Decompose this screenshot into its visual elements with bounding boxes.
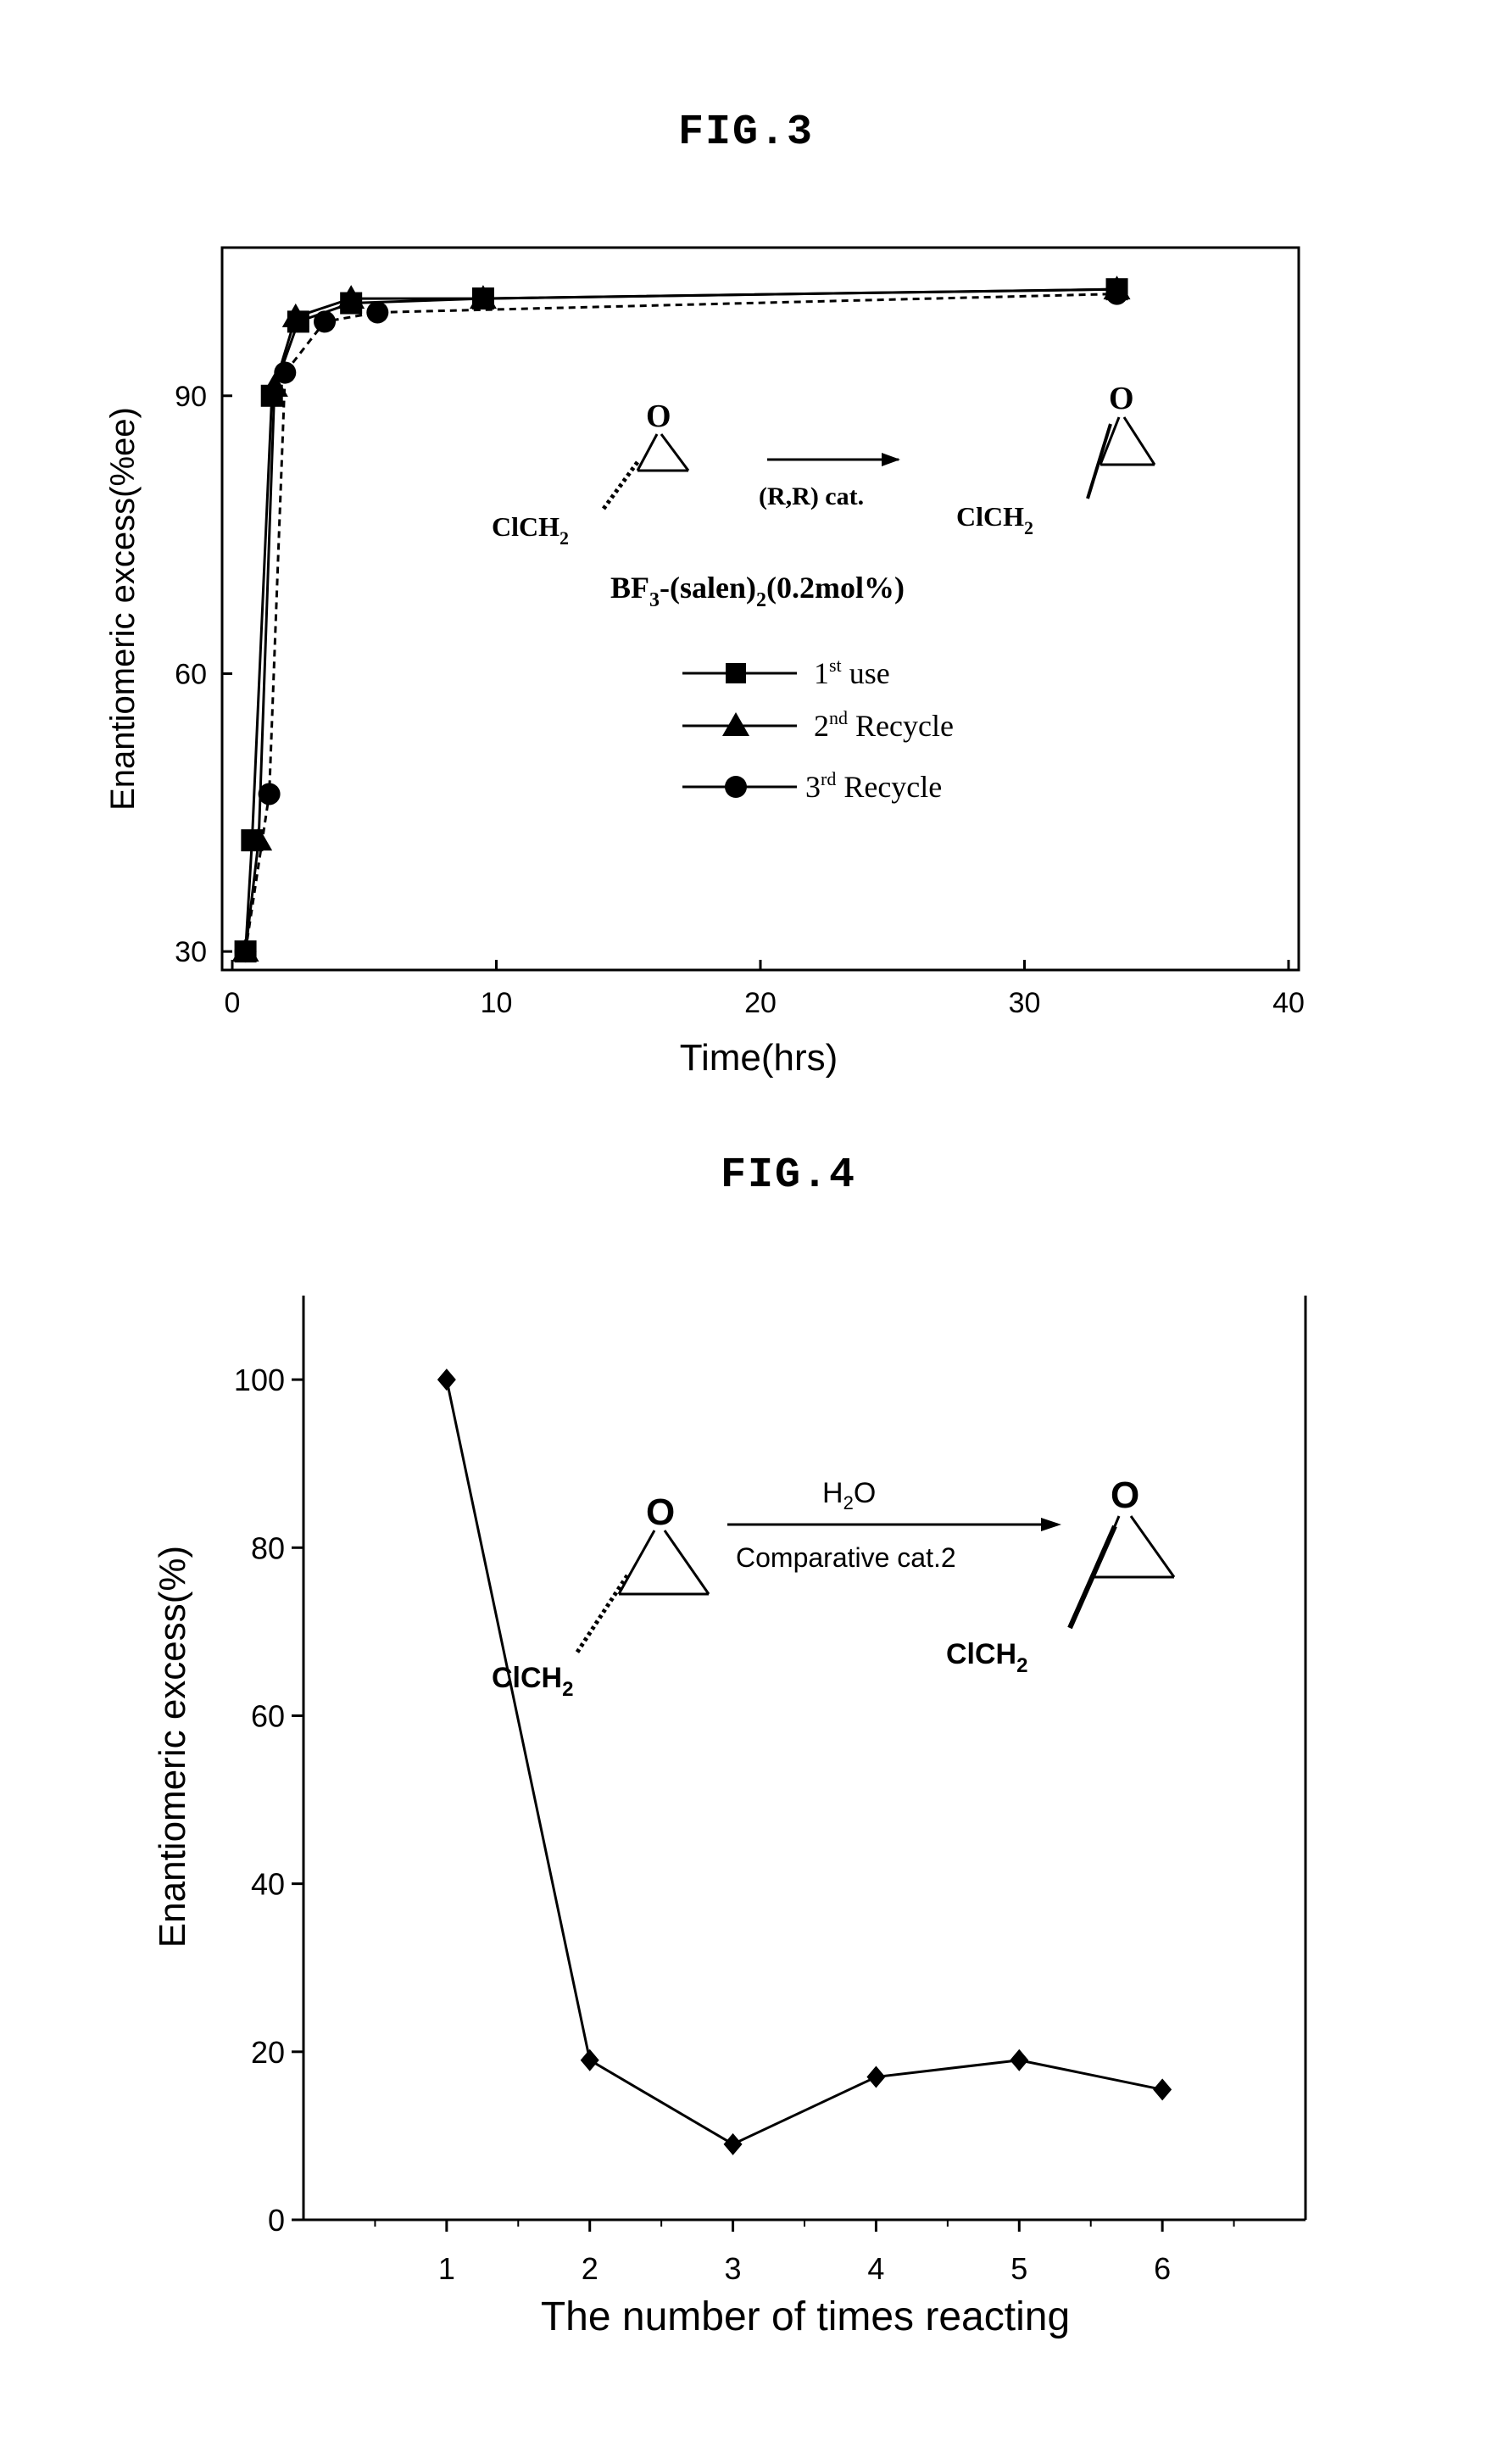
fig4-y-tick-label: 0 bbox=[268, 2203, 285, 2238]
fig3-data-point-s3 bbox=[235, 940, 257, 962]
fig3-markers bbox=[232, 276, 1131, 962]
fig3-reaction-scheme: O ClCH2 (R,R) cat. O ClCH2 BF3-(salen)2(… bbox=[492, 381, 1155, 611]
fig4-reactant-epoxide-left bbox=[619, 1530, 654, 1594]
fig3-product-oxygen: O bbox=[1109, 381, 1134, 416]
fig4-data-point bbox=[1010, 2049, 1028, 2071]
fig3-catalyst-formula: BF3-(salen)2(0.2mol%) bbox=[610, 571, 905, 611]
fig4-product-label: ClCH2 bbox=[946, 1638, 1027, 1677]
fig3-data-point-s3 bbox=[366, 301, 388, 323]
fig4-y-tick-label: 60 bbox=[251, 1698, 285, 1733]
fig4-xlabel: The number of times reacting bbox=[541, 2294, 1070, 2339]
fig4-reactant-oxygen: O bbox=[646, 1491, 675, 1533]
fig3-y-tick-label: 60 bbox=[175, 658, 207, 690]
fig3-reactant-epoxide-left bbox=[637, 434, 657, 471]
fig3-chart: 0 10 20 30 40 30 60 90 Time(hrs) Enantiomeric e… bbox=[104, 248, 1305, 1079]
fig4-series-line bbox=[447, 1380, 1162, 2144]
fig4-ylabel: Enantiomeric excess(%) bbox=[152, 1546, 193, 1948]
fig3-xlabel: Time(hrs) bbox=[680, 1037, 838, 1079]
fig4-y-tick-label: 100 bbox=[234, 1363, 285, 1397]
fig3-axis-ticks bbox=[222, 396, 1289, 970]
fig3-data-point-s3 bbox=[259, 783, 281, 805]
fig3-reactant-hashed-bond bbox=[604, 462, 637, 509]
fig4-x-tick-label: 5 bbox=[1010, 2251, 1027, 2286]
fig4-reaction-arrowhead bbox=[1041, 1518, 1061, 1531]
fig3-y-tick-label: 30 bbox=[175, 936, 207, 968]
fig3-data-point-s3 bbox=[314, 310, 336, 332]
fig3-product-wedge-bond bbox=[1088, 424, 1111, 499]
fig3-legend-item-2: 2nd Recycle bbox=[682, 707, 954, 743]
fig3-legend-square-marker bbox=[726, 663, 746, 683]
svg-text:2nd Recycle: 2nd Recycle bbox=[814, 707, 954, 743]
fig4-series-line-1 bbox=[447, 1380, 1162, 2144]
fig4-data-point bbox=[1153, 2078, 1172, 2100]
fig3-legend-circle-marker bbox=[725, 776, 747, 798]
fig4-x-tick-label: 2 bbox=[582, 2251, 598, 2286]
fig3-reactant-epoxide-right bbox=[661, 434, 688, 471]
fig3-series-line-2 bbox=[246, 289, 1117, 951]
fig4-y-tick-label: 40 bbox=[251, 1867, 285, 1902]
fig3-x-tick-label: 20 bbox=[744, 987, 777, 1019]
fig4-reactant-hashed-bond bbox=[576, 1575, 627, 1653]
fig3-legend-item-3: 3rd Recycle bbox=[682, 768, 942, 804]
fig3-x-tick-label: 30 bbox=[1009, 987, 1041, 1019]
fig4-reactant-label: ClCH2 bbox=[492, 1662, 573, 1701]
fig4-markers bbox=[437, 1369, 1172, 2155]
fig4-product-oxygen: O bbox=[1111, 1474, 1139, 1516]
fig3-ylabel: Enantiomeric excess(%ee) bbox=[104, 407, 142, 811]
fig3-data-point-s3 bbox=[274, 361, 296, 383]
fig4-reagent-label: H2O bbox=[822, 1477, 876, 1514]
fig3-tick-labels: 0 10 20 30 40 30 60 90 bbox=[175, 381, 1305, 1019]
fig4-chart: 123456020406080100 The number of times r… bbox=[152, 1296, 1306, 2339]
svg-text:1st use: 1st use bbox=[814, 655, 890, 690]
fig4-x-tick-label: 3 bbox=[725, 2251, 742, 2286]
fig4-data-point bbox=[437, 1369, 456, 1391]
fig3-reactant-label: ClCH2 bbox=[492, 511, 569, 549]
fig4-product-epoxide-right bbox=[1131, 1516, 1174, 1577]
fig3-series-line-1 bbox=[246, 289, 1117, 951]
fig3-reactant-oxygen: O bbox=[646, 399, 671, 434]
fig4-axis-ticks bbox=[292, 1380, 1234, 2232]
fig3-series-lines bbox=[246, 289, 1117, 951]
fig4-catalyst-label: Comparative cat.2 bbox=[736, 1542, 956, 1573]
fig4-data-point bbox=[581, 2049, 599, 2071]
fig3-series-line-3 bbox=[246, 294, 1117, 952]
fig4-x-tick-label: 6 bbox=[1154, 2251, 1171, 2286]
fig3-catalyst-label: (R,R) cat. bbox=[759, 482, 864, 510]
fig3-data-point-s3 bbox=[1106, 283, 1128, 305]
fig4-x-tick-label: 4 bbox=[867, 2251, 884, 2286]
fig4-y-tick-label: 20 bbox=[251, 2035, 285, 2070]
fig3-legend: 1st use 2nd Recycle 3rd Recycle bbox=[682, 655, 954, 804]
fig3-reaction-arrowhead bbox=[882, 453, 900, 466]
fig3-y-tick-label: 90 bbox=[175, 381, 207, 413]
fig4-y-tick-label: 80 bbox=[251, 1530, 285, 1565]
svg-text:3rd Recycle: 3rd Recycle bbox=[805, 768, 942, 804]
fig4-reactant-epoxide-right bbox=[665, 1530, 709, 1594]
fig3-legend-item-1: 1st use bbox=[682, 655, 890, 690]
fig4-tick-labels: 123456020406080100 bbox=[234, 1363, 1171, 2286]
fig4-data-point bbox=[866, 2066, 885, 2088]
fig3-legend-triangle-marker bbox=[722, 712, 749, 736]
fig3-product-label: ClCH2 bbox=[956, 501, 1033, 538]
fig3-product-epoxide-right bbox=[1124, 417, 1155, 465]
fig4-data-point bbox=[724, 2133, 743, 2155]
fig4-x-tick-label: 1 bbox=[438, 2251, 455, 2286]
fig3-x-tick-label: 10 bbox=[481, 987, 513, 1019]
fig4-reaction-scheme: O ClCH2 H2O Comparative cat.2 O ClCH2 bbox=[492, 1474, 1174, 1701]
fig3-x-tick-label: 40 bbox=[1272, 987, 1305, 1019]
fig3-x-tick-label: 0 bbox=[225, 987, 241, 1019]
